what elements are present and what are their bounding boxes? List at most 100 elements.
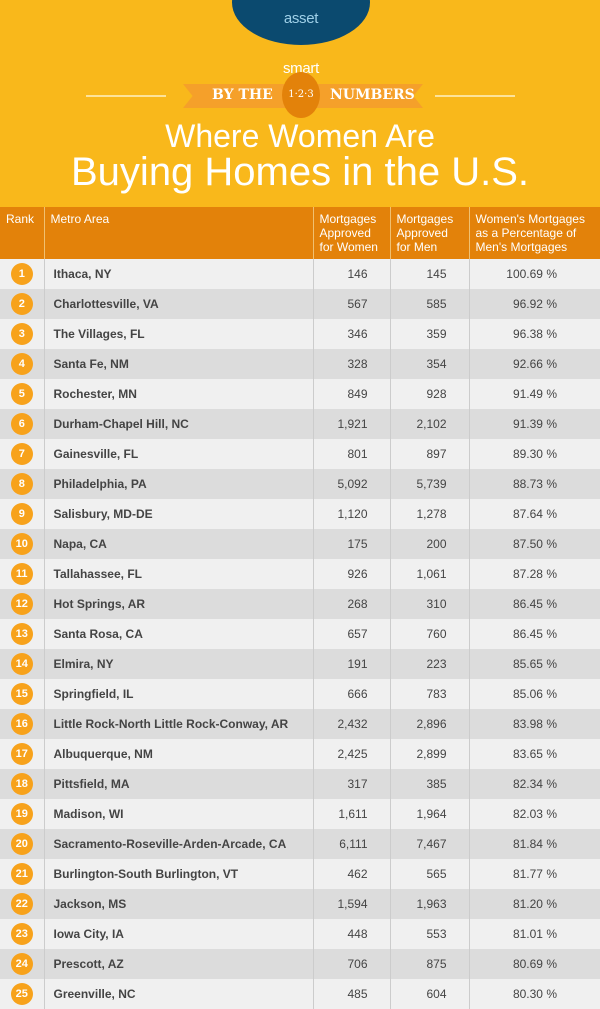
- cell-metro-area: Napa, CA: [43, 529, 313, 559]
- cell-metro-area: Tallahassee, FL: [43, 559, 313, 589]
- cell-rank: 7: [0, 439, 44, 469]
- cell-men-mortgages: 200: [389, 529, 469, 559]
- cell-women-mortgages: 1,921: [312, 409, 390, 439]
- cell-rank: 14: [0, 649, 44, 679]
- cell-men-mortgages: 145: [389, 259, 469, 289]
- cell-rank: 18: [0, 769, 44, 799]
- cell-metro-area: Iowa City, IA: [43, 919, 313, 949]
- cell-metro-area: Rochester, MN: [43, 379, 313, 409]
- cell-percentage: 92.66 %: [468, 349, 600, 379]
- table-row: 15 Springfield, IL 666 783 85.06 %: [0, 679, 600, 709]
- rank-badge: 8: [10, 473, 33, 495]
- cell-men-mortgages: 385: [389, 769, 469, 799]
- divider-line-left: [86, 95, 166, 97]
- table-row: 3 The Villages, FL 346 359 96.38 %: [0, 319, 600, 349]
- cell-men-mortgages: 354: [389, 349, 469, 379]
- cell-percentage: 85.65 %: [468, 649, 600, 679]
- cell-women-mortgages: 191: [312, 649, 390, 679]
- cell-percentage: 82.34 %: [468, 769, 600, 799]
- table-row: 12 Hot Springs, AR 268 310 86.45 %: [0, 589, 600, 619]
- table-row: 18 Pittsfield, MA 317 385 82.34 %: [0, 769, 600, 799]
- cell-percentage: 83.65 %: [468, 739, 600, 769]
- cell-women-mortgages: 567: [312, 289, 390, 319]
- rank-badge: 13: [10, 623, 33, 645]
- logo-text-smart: smart: [282, 60, 319, 77]
- cell-men-mortgages: 565: [389, 859, 469, 889]
- table-row: 9 Salisbury, MD-DE 1,120 1,278 87.64 %: [0, 499, 600, 529]
- rank-badge: 11: [10, 563, 33, 585]
- cell-percentage: 87.28 %: [468, 559, 600, 589]
- cell-women-mortgages: 268: [312, 589, 390, 619]
- table-row: 1 Ithaca, NY 146 145 100.69 %: [0, 259, 600, 289]
- rank-badge: 24: [10, 953, 33, 975]
- rank-badge: 4: [10, 353, 33, 375]
- table-row: 23 Iowa City, IA 448 553 81.01 %: [0, 919, 600, 949]
- cell-women-mortgages: 175: [312, 529, 390, 559]
- rank-badge: 21: [10, 863, 33, 885]
- table-row: 6 Durham-Chapel Hill, NC 1,921 2,102 91.39 %: [0, 409, 600, 439]
- cell-men-mortgages: 7,467: [389, 829, 469, 859]
- cell-percentage: 80.30 %: [468, 979, 600, 1009]
- cell-metro-area: Santa Rosa, CA: [43, 619, 313, 649]
- rank-badge: 25: [10, 983, 33, 1005]
- cell-percentage: 80.69 %: [468, 949, 600, 979]
- table-row: 14 Elmira, NY 191 223 85.65 %: [0, 649, 600, 679]
- cell-women-mortgages: 346: [312, 319, 390, 349]
- rank-badge: 9: [10, 503, 33, 525]
- cell-metro-area: Burlington-South Burlington, VT: [43, 859, 313, 889]
- ribbon-text-left: BY THE: [212, 87, 273, 103]
- cell-women-mortgages: 1,594: [312, 889, 390, 919]
- table-row: 7 Gainesville, FL 801 897 89.30 %: [0, 439, 600, 469]
- table-row: 17 Albuquerque, NM 2,425 2,899 83.65 %: [0, 739, 600, 769]
- cell-rank: 4: [0, 349, 44, 379]
- cell-metro-area: Greenville, NC: [43, 979, 313, 1009]
- rank-badge: 2: [10, 293, 33, 315]
- cell-men-mortgages: 1,278: [389, 499, 469, 529]
- cell-men-mortgages: 604: [389, 979, 469, 1009]
- cell-rank: 2: [0, 289, 44, 319]
- table-row: 4 Santa Fe, NM 328 354 92.66 %: [0, 349, 600, 379]
- cell-men-mortgages: 928: [389, 379, 469, 409]
- cell-percentage: 83.98 %: [468, 709, 600, 739]
- table-row: 25 Greenville, NC 485 604 80.30 %: [0, 979, 600, 1009]
- cell-metro-area: Gainesville, FL: [43, 439, 313, 469]
- cell-rank: 6: [0, 409, 44, 439]
- cell-percentage: 86.45 %: [468, 589, 600, 619]
- cell-rank: 9: [0, 499, 44, 529]
- table-row: 13 Santa Rosa, CA 657 760 86.45 %: [0, 619, 600, 649]
- cell-women-mortgages: 666: [312, 679, 390, 709]
- rank-badge: 1: [10, 263, 33, 285]
- table-row: 20 Sacramento-Roseville-Arden-Arcade, CA 6…: [0, 829, 600, 859]
- cell-rank: 20: [0, 829, 44, 859]
- cell-percentage: 81.84 %: [468, 829, 600, 859]
- table-row: 11 Tallahassee, FL 926 1,061 87.28 %: [0, 559, 600, 589]
- title-line-1: Where Women Are: [165, 118, 435, 154]
- rank-badge: 18: [10, 773, 33, 795]
- rank-badge: 22: [10, 893, 33, 915]
- cell-women-mortgages: 801: [312, 439, 390, 469]
- cell-rank: 17: [0, 739, 44, 769]
- table-row: 5 Rochester, MN 849 928 91.49 %: [0, 379, 600, 409]
- cell-rank: 22: [0, 889, 44, 919]
- cell-metro-area: Elmira, NY: [43, 649, 313, 679]
- cell-women-mortgages: 1,611: [312, 799, 390, 829]
- rank-badge: 3: [10, 323, 33, 345]
- rank-badge: 20: [10, 833, 33, 855]
- cell-women-mortgages: 706: [312, 949, 390, 979]
- cell-metro-area: Ithaca, NY: [43, 259, 313, 289]
- cell-women-mortgages: 317: [312, 769, 390, 799]
- cell-percentage: 81.01 %: [468, 919, 600, 949]
- divider-line-right: [435, 95, 515, 97]
- cell-percentage: 87.64 %: [468, 499, 600, 529]
- cell-rank: 21: [0, 859, 44, 889]
- cell-rank: 23: [0, 919, 44, 949]
- cell-women-mortgages: 849: [312, 379, 390, 409]
- rank-badge: 15: [10, 683, 33, 705]
- cell-percentage: 81.77 %: [468, 859, 600, 889]
- cell-metro-area: Salisbury, MD-DE: [43, 499, 313, 529]
- cell-metro-area: Sacramento-Roseville-Arden-Arcade, CA: [43, 829, 313, 859]
- rank-badge: 23: [10, 923, 33, 945]
- smartasset-logo: smart asset: [232, 0, 370, 77]
- cell-rank: 19: [0, 799, 44, 829]
- cell-men-mortgages: 553: [389, 919, 469, 949]
